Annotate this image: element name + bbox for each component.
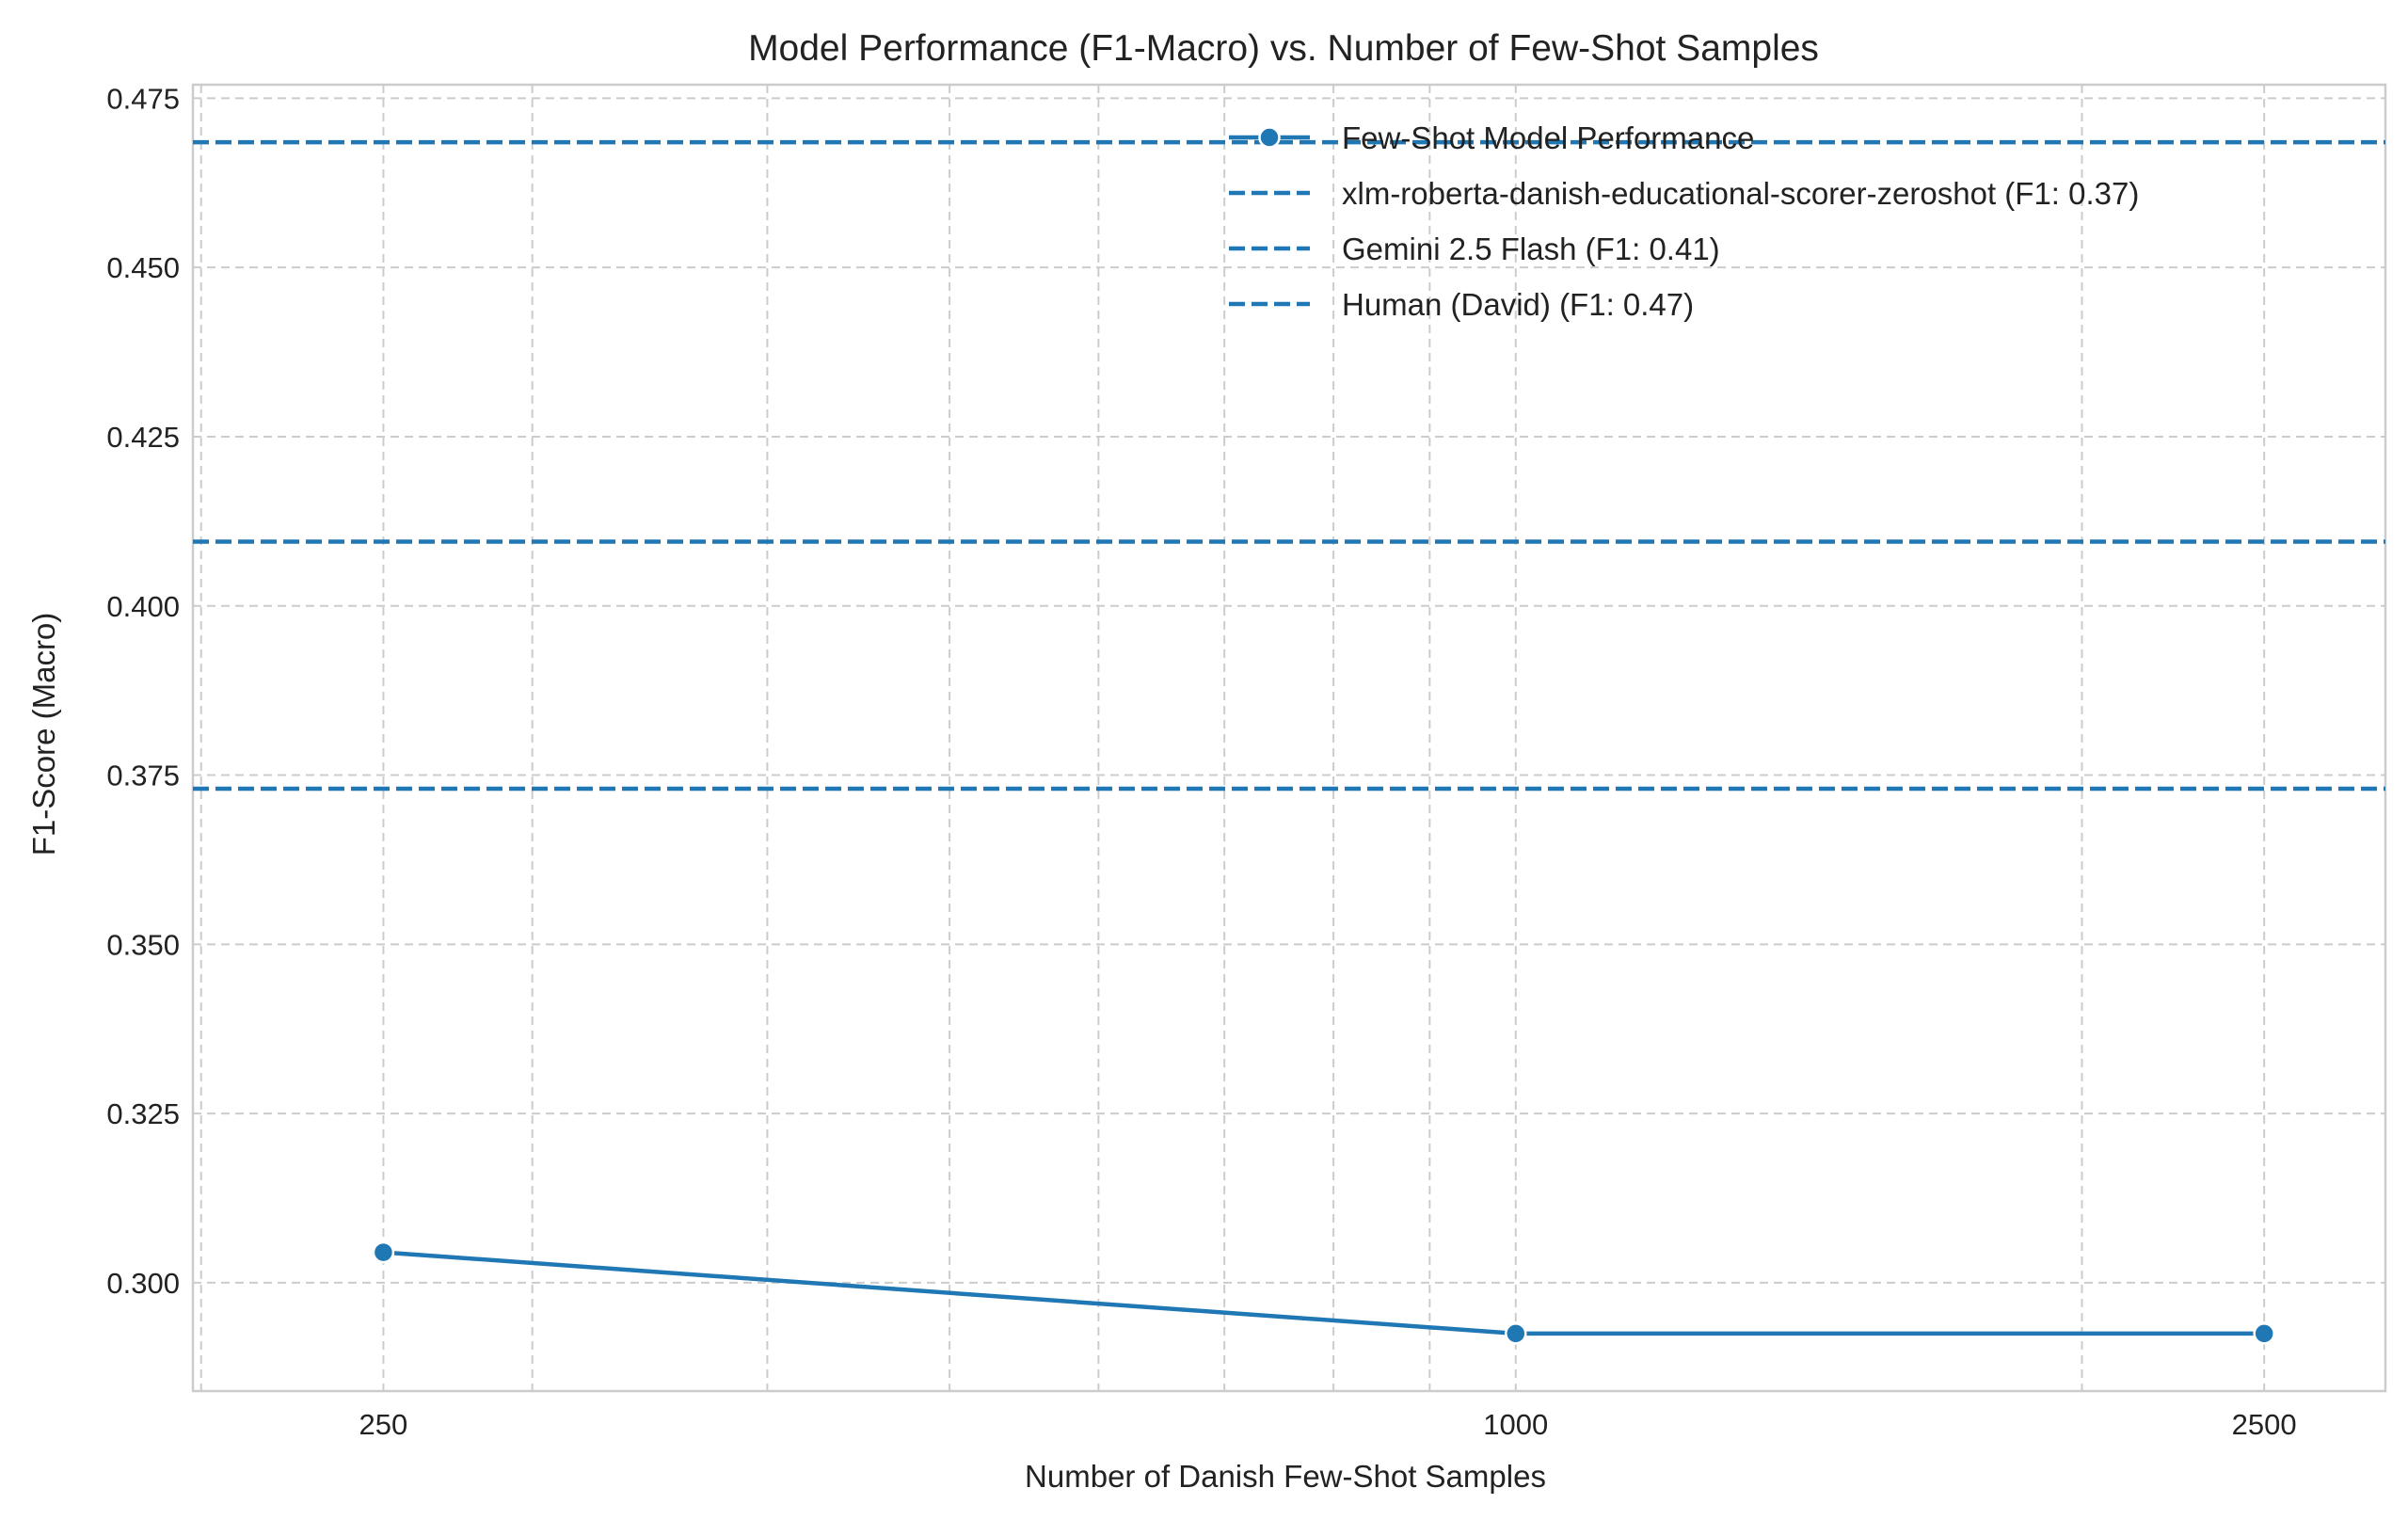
legend-label: Human (David) (F1: 0.47) [1342, 287, 1694, 322]
data-layer [193, 139, 2385, 1345]
y-tick-label: 0.450 [106, 251, 180, 284]
legend-marker [1258, 126, 1281, 149]
x-tick-label: 1000 [1483, 1408, 1548, 1441]
y-tick-label: 0.375 [106, 760, 180, 792]
data-point [2253, 1322, 2275, 1345]
x-tick-label: 250 [359, 1408, 408, 1441]
x-axis-label: Number of Danish Few-Shot Samples [1025, 1459, 1546, 1494]
legend-label: xlm-roberta-danish-educational-scorer-ze… [1342, 176, 2139, 211]
data-point [372, 1240, 395, 1264]
chart-title: Model Performance (F1-Macro) vs. Number … [748, 28, 1819, 69]
y-axis-label: F1-Score (Macro) [26, 613, 61, 856]
y-tick-label: 0.350 [106, 928, 180, 961]
data-point [1505, 1322, 1527, 1345]
y-tick-label: 0.325 [106, 1097, 180, 1130]
plot-frame [191, 83, 2387, 1393]
grid [193, 85, 2385, 1391]
tick-labels: 0.300 0.325 0.350 0.375 0.400 0.425 0.450 0.475… [106, 82, 2296, 1441]
y-tick-label: 0.475 [106, 82, 180, 115]
x-tick-label: 2500 [2232, 1408, 2297, 1441]
legend-label: Gemini 2.5 Flash (F1: 0.41) [1342, 232, 1720, 266]
y-tick-label: 0.400 [106, 590, 180, 623]
legend: Few-Shot Model Performance xlm-roberta-da… [1229, 120, 2139, 322]
legend-label: Few-Shot Model Performance [1342, 120, 1754, 155]
y-tick-label: 0.300 [106, 1267, 180, 1300]
y-tick-label: 0.425 [106, 421, 180, 454]
